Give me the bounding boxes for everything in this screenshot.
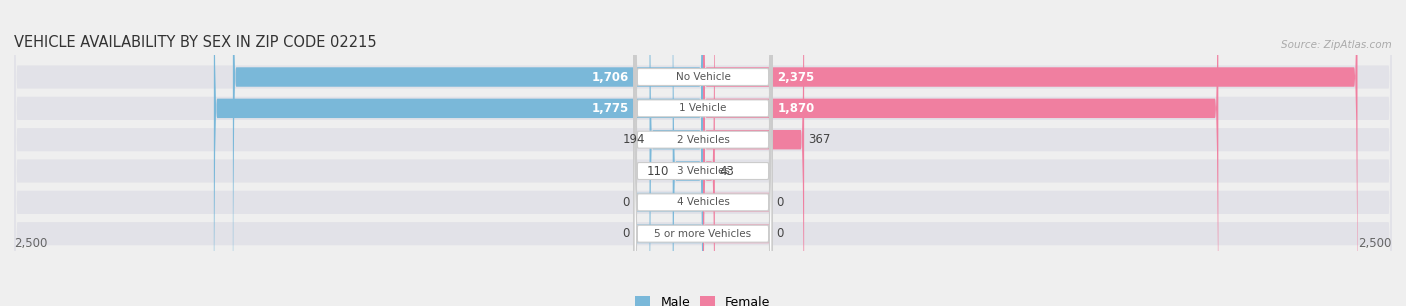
Text: 0: 0	[776, 227, 783, 240]
Legend: Male, Female: Male, Female	[630, 291, 776, 306]
Text: 1,775: 1,775	[592, 102, 628, 115]
Text: 1 Vehicle: 1 Vehicle	[679, 103, 727, 113]
Text: 5 or more Vehicles: 5 or more Vehicles	[654, 229, 752, 239]
FancyBboxPatch shape	[634, 0, 772, 306]
Text: VEHICLE AVAILABILITY BY SEX IN ZIP CODE 02215: VEHICLE AVAILABILITY BY SEX IN ZIP CODE …	[14, 35, 377, 50]
FancyBboxPatch shape	[214, 0, 703, 306]
FancyBboxPatch shape	[634, 0, 772, 306]
Text: 1,706: 1,706	[592, 70, 628, 84]
FancyBboxPatch shape	[703, 0, 772, 306]
FancyBboxPatch shape	[672, 0, 703, 306]
FancyBboxPatch shape	[703, 0, 1358, 306]
FancyBboxPatch shape	[634, 0, 772, 306]
Text: 2 Vehicles: 2 Vehicles	[676, 135, 730, 145]
FancyBboxPatch shape	[14, 0, 1392, 306]
Text: 110: 110	[647, 165, 669, 177]
FancyBboxPatch shape	[634, 0, 772, 306]
Text: 2,500: 2,500	[1358, 237, 1392, 250]
Text: 2,500: 2,500	[14, 237, 48, 250]
Text: 0: 0	[623, 227, 630, 240]
FancyBboxPatch shape	[650, 0, 703, 306]
Text: 43: 43	[718, 165, 734, 177]
Text: 1,870: 1,870	[778, 102, 814, 115]
Text: 2,375: 2,375	[778, 70, 814, 84]
FancyBboxPatch shape	[14, 0, 1392, 306]
FancyBboxPatch shape	[703, 0, 804, 306]
FancyBboxPatch shape	[703, 0, 714, 306]
Text: 367: 367	[808, 133, 831, 146]
FancyBboxPatch shape	[703, 0, 1219, 306]
FancyBboxPatch shape	[14, 0, 1392, 306]
Text: 0: 0	[623, 196, 630, 209]
Text: Source: ZipAtlas.com: Source: ZipAtlas.com	[1281, 40, 1392, 50]
FancyBboxPatch shape	[634, 0, 772, 306]
Text: 0: 0	[776, 196, 783, 209]
Text: 4 Vehicles: 4 Vehicles	[676, 197, 730, 207]
Text: No Vehicle: No Vehicle	[675, 72, 731, 82]
FancyBboxPatch shape	[634, 0, 703, 306]
FancyBboxPatch shape	[14, 0, 1392, 306]
FancyBboxPatch shape	[14, 0, 1392, 306]
Text: 3 Vehicles: 3 Vehicles	[676, 166, 730, 176]
FancyBboxPatch shape	[634, 0, 772, 306]
FancyBboxPatch shape	[233, 0, 703, 306]
FancyBboxPatch shape	[703, 0, 772, 306]
FancyBboxPatch shape	[634, 0, 703, 306]
FancyBboxPatch shape	[14, 0, 1392, 306]
Text: 194: 194	[623, 133, 645, 146]
